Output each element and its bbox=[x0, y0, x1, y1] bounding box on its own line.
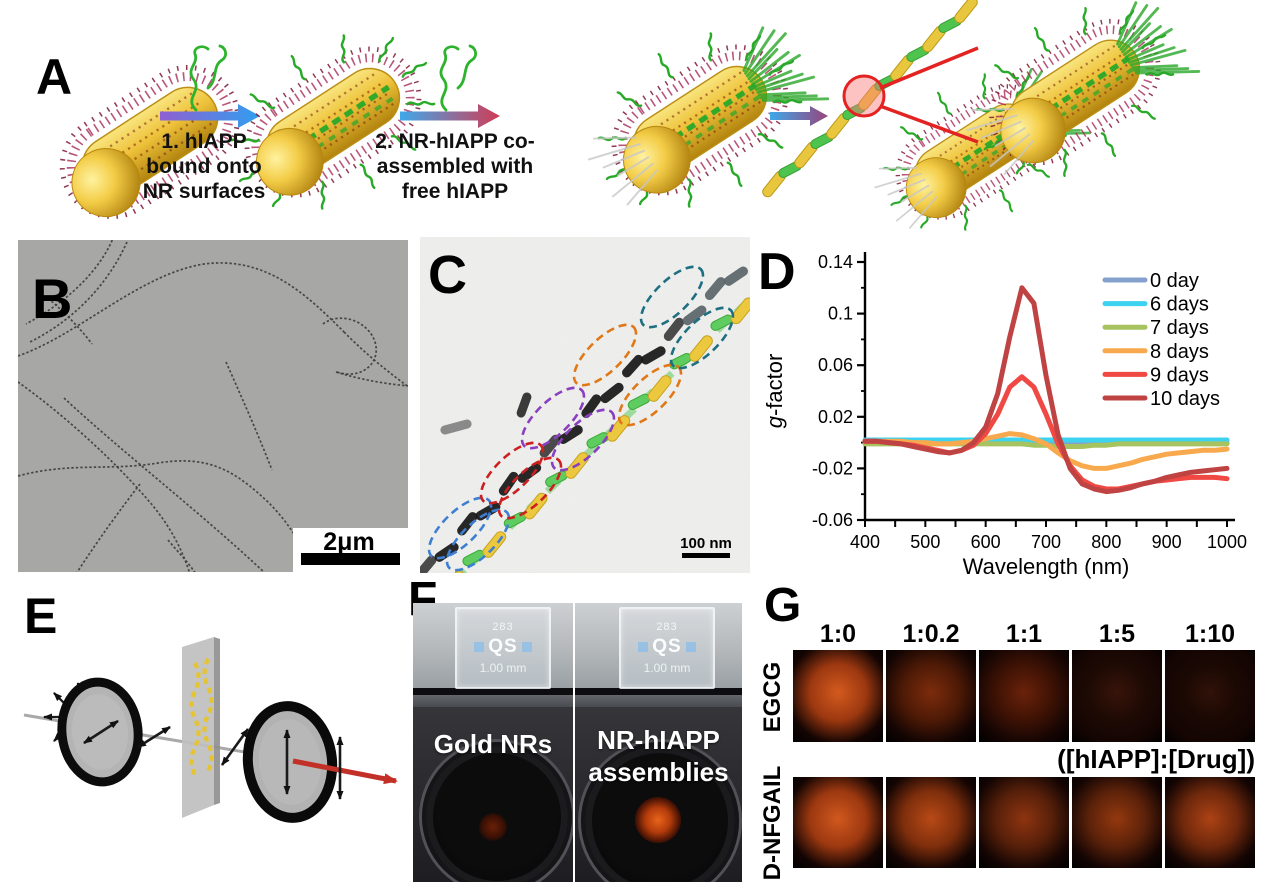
step2-caption: 2. NR-hIAPP co- assembled with free hIAP… bbox=[375, 130, 534, 203]
cuvette-blue-square bbox=[521, 642, 532, 652]
fluorescence-cell bbox=[793, 650, 883, 742]
panel-e-polarization-schematic: E bbox=[23, 588, 398, 823]
cuvette-pathlength-label: 1.00 mm bbox=[643, 661, 691, 675]
fluorescence-cell bbox=[1072, 777, 1162, 868]
nr-hiapp-label-line1: NR-hIAPP bbox=[597, 725, 720, 755]
fluorescence-cell bbox=[793, 777, 883, 868]
nr-hiapp-label-line2: assemblies bbox=[588, 757, 729, 787]
fluorescence-cell bbox=[1072, 650, 1162, 742]
svg-text:0.02: 0.02 bbox=[818, 407, 853, 427]
cuvette: 283 QS 1.00 mm bbox=[455, 607, 551, 689]
panel-f: F 283 QS 1.00 mm Gold NRs bbox=[408, 576, 760, 889]
panel-g: G 1:0 1:0.2 1:1 1:5 1:10 EGCG D-NFGAIL (… bbox=[756, 578, 1266, 880]
svg-text:free hIAPP: free hIAPP bbox=[402, 180, 508, 203]
cuvette: 283 QS 1.00 mm bbox=[619, 607, 715, 689]
svg-text:-0.06: -0.06 bbox=[812, 510, 853, 530]
svg-text:700: 700 bbox=[1031, 532, 1061, 552]
gold-nrs-label: Gold NRs bbox=[433, 729, 553, 759]
cuvette-brand-label: QS bbox=[652, 636, 682, 657]
svg-text:-0.02: -0.02 bbox=[812, 458, 853, 478]
column-header-1-10: 1:10 bbox=[1184, 620, 1236, 648]
aperture bbox=[422, 742, 572, 882]
svg-text:8 days: 8 days bbox=[1150, 341, 1209, 363]
scattering-spot-dim bbox=[479, 813, 507, 841]
aperture bbox=[581, 742, 739, 882]
svg-text:1000: 1000 bbox=[1207, 532, 1247, 552]
cuvette-blue-square bbox=[638, 642, 649, 652]
sem-noise bbox=[18, 240, 408, 572]
svg-text:9 days: 9 days bbox=[1150, 364, 1209, 386]
photo-nr-hiapp: 283 QS 1.00 mm NR-hIAPP assemblies bbox=[575, 603, 742, 882]
scale-bar-100nm-label: 100 nm bbox=[680, 535, 732, 552]
fluorescence-cell bbox=[1165, 650, 1255, 742]
svg-text:Wavelength (nm): Wavelength (nm) bbox=[963, 554, 1130, 579]
panel-a-label: A bbox=[36, 49, 72, 105]
fluorescence-cell bbox=[979, 650, 1069, 742]
svg-text:900: 900 bbox=[1152, 532, 1182, 552]
fluorescence-cell bbox=[886, 650, 976, 742]
scale-bar-2um bbox=[293, 528, 408, 572]
cuvette-model-label: 283 bbox=[492, 621, 514, 633]
bench-edge bbox=[575, 695, 742, 707]
panel-a-schematic: A 1. hIAPP bound onto NR surfaces 2. NR-… bbox=[36, 0, 1201, 231]
bench-edge bbox=[413, 695, 573, 707]
svg-text:10 days: 10 days bbox=[1150, 388, 1220, 410]
scale-bar-2um-label: 2μm bbox=[323, 528, 374, 556]
column-header-1-02: 1:0.2 bbox=[902, 620, 960, 648]
panel-b-label: B bbox=[32, 267, 72, 330]
panel-g-label: G bbox=[764, 579, 802, 632]
scattering-spot-bright bbox=[635, 797, 681, 843]
svg-text:NR surfaces: NR surfaces bbox=[143, 180, 266, 203]
column-header-1-5: 1:5 bbox=[1098, 620, 1136, 648]
row-label-egcg: EGCG bbox=[759, 661, 786, 733]
svg-text:800: 800 bbox=[1091, 532, 1121, 552]
bench-slot bbox=[413, 688, 573, 695]
svg-text:0.1: 0.1 bbox=[828, 304, 853, 324]
panel-c-label: C bbox=[428, 245, 467, 305]
bench-slot bbox=[575, 688, 742, 695]
panel-c-tem-image: 100 nm C bbox=[420, 237, 750, 573]
scale-bar-100nm bbox=[682, 553, 730, 558]
column-header-1-1: 1:1 bbox=[1005, 620, 1043, 648]
cuvette-brand-label: QS bbox=[488, 636, 518, 657]
svg-text:6 days: 6 days bbox=[1150, 294, 1209, 316]
svg-text:g-factor: g-factor bbox=[762, 354, 787, 429]
fluorescence-cell bbox=[979, 777, 1069, 868]
column-header-1-0: 1:0 bbox=[819, 620, 857, 648]
cuvette-pathlength-label: 1.00 mm bbox=[479, 661, 527, 675]
cuvette-blue-square bbox=[474, 642, 485, 652]
ratio-label: ([hIAPP]:[Drug]) bbox=[1057, 744, 1255, 774]
svg-text:0.06: 0.06 bbox=[818, 355, 853, 375]
panel-b-sem-image: 2μm B bbox=[18, 240, 408, 572]
svg-text:600: 600 bbox=[971, 532, 1001, 552]
svg-text:500: 500 bbox=[910, 532, 940, 552]
cuvette-model-label: 283 bbox=[656, 621, 678, 633]
svg-text:0 day: 0 day bbox=[1150, 270, 1199, 292]
photo-gold-nrs: 283 QS 1.00 mm Gold NRs bbox=[413, 603, 573, 882]
step1-caption: 1. hIAPP bound onto NR surfaces bbox=[143, 130, 266, 203]
cuvette-blue-square bbox=[685, 642, 696, 652]
svg-text:bound onto: bound onto bbox=[146, 155, 261, 178]
panel-d-label: D bbox=[758, 243, 796, 301]
panel-e-label: E bbox=[24, 588, 57, 644]
svg-text:assembled with: assembled with bbox=[377, 155, 533, 178]
fluorescence-cell bbox=[1165, 777, 1255, 868]
svg-text:7 days: 7 days bbox=[1150, 317, 1209, 339]
fluorescence-cell bbox=[886, 777, 976, 868]
svg-text:1. hIAPP: 1. hIAPP bbox=[161, 130, 246, 153]
svg-text:0.14: 0.14 bbox=[818, 252, 853, 272]
svg-text:2. NR-hIAPP co-: 2. NR-hIAPP co- bbox=[375, 130, 534, 153]
row-label-d-nfgail: D-NFGAIL bbox=[759, 765, 786, 881]
svg-text:400: 400 bbox=[850, 532, 880, 552]
